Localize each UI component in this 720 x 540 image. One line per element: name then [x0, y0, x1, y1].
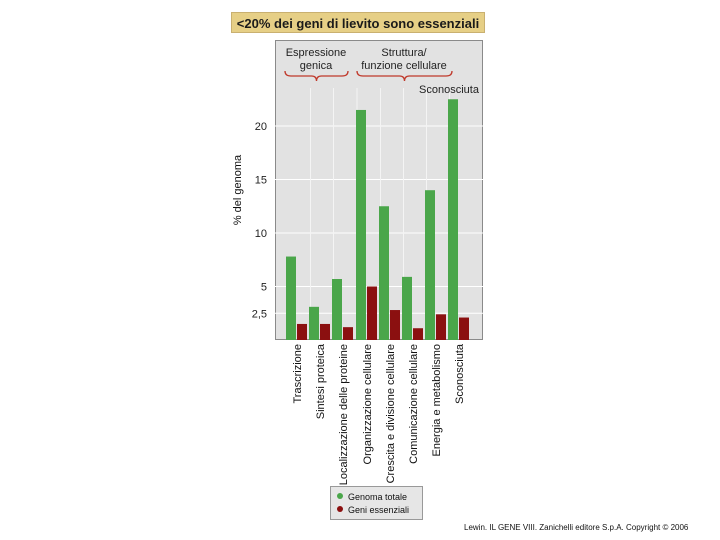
y-tick-label-0: 2,5 — [252, 308, 267, 320]
y-tick-label-1: 5 — [261, 282, 267, 294]
bar-total-6 — [425, 190, 435, 340]
bar-essential-6 — [436, 314, 446, 340]
legend-label-total: Genoma totale — [348, 492, 408, 502]
chart-title: <20% dei geni di lievito sono essenziali — [231, 12, 485, 33]
x-tick-label-4: Crescita e divisione cellulare — [385, 344, 397, 483]
x-tick-label-5: Comunicazione cellulare — [408, 344, 420, 464]
x-tick-label-6: Energia e metabolismo — [431, 344, 443, 457]
legend-entry-total: Genoma totale — [337, 491, 407, 503]
legend: Genoma totale Geni essenziali — [330, 486, 423, 520]
bar-total-5 — [402, 276, 412, 340]
bracket-espressione — [284, 70, 349, 82]
annotation-sconosciuta: Sconosciuta — [419, 84, 480, 96]
bar-essential-4 — [390, 310, 400, 340]
legend-entry-essential: Geni essenziali — [337, 504, 409, 516]
bar-essential-0 — [297, 323, 307, 340]
annotation-struttura-line1: Struttura/ — [381, 47, 427, 59]
bar-total-1 — [309, 306, 319, 340]
x-tick-label-2: Localizzazione delle proteine — [338, 344, 350, 485]
x-tick-label-0: Trascrizione — [292, 344, 304, 404]
copyright-credit: Lewin. IL GENE VIII. Zanichelli editore … — [464, 523, 689, 532]
legend-swatch-essential — [337, 506, 343, 512]
bar-total-4 — [379, 206, 389, 340]
bar-total-2 — [332, 279, 342, 340]
bar-essential-2 — [343, 327, 353, 340]
y-tick-label-4: 20 — [255, 121, 267, 133]
bar-total-3 — [356, 109, 366, 340]
bar-essential-1 — [320, 323, 330, 340]
legend-swatch-total — [337, 493, 343, 499]
legend-label-essential: Geni essenziali — [348, 505, 410, 515]
annotation-espressione-line2: genica — [300, 60, 333, 72]
y-axis-label: % del genoma — [232, 154, 244, 225]
bar-total-0 — [286, 256, 296, 340]
y-tick-label-3: 15 — [255, 175, 267, 187]
y-tick-label-2: 10 — [255, 228, 267, 240]
x-tick-label-7: Sconosciuta — [454, 343, 466, 404]
x-tick-label-1: Sintesi proteica — [315, 343, 327, 419]
x-tick-label-3: Organizzazione cellulare — [362, 344, 374, 464]
annotation-struttura-line2: funzione cellulare — [361, 60, 447, 72]
bar-total-7 — [448, 99, 458, 340]
bracket-struttura — [356, 70, 453, 82]
bar-essential-3 — [367, 286, 377, 340]
bar-essential-5 — [413, 328, 423, 340]
bar-essential-7 — [459, 317, 469, 340]
annotation-espressione-line1: Espressione — [286, 47, 347, 59]
